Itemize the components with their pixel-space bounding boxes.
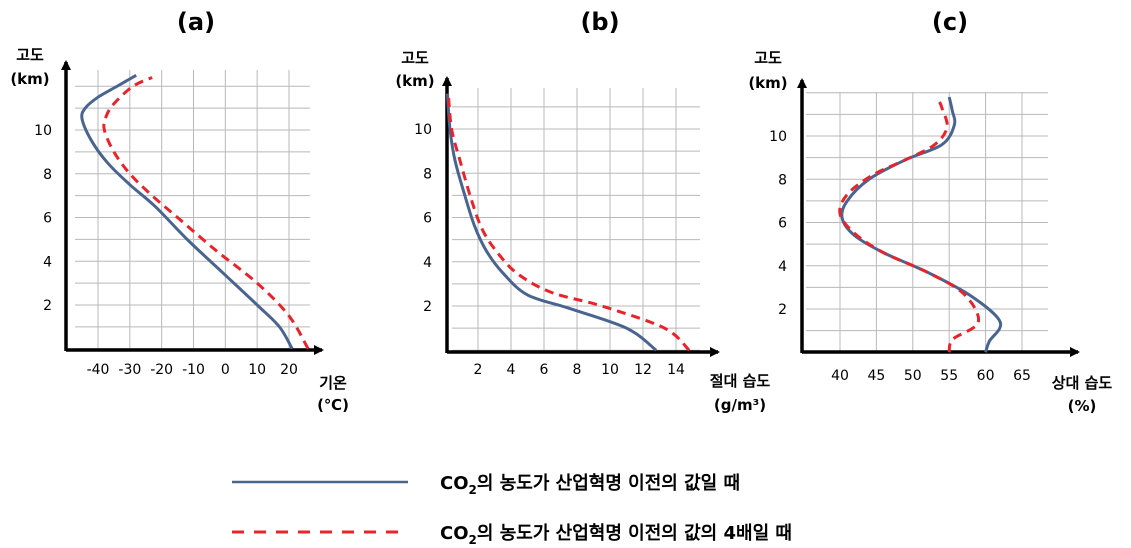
y-tick-label: 2: [423, 299, 432, 315]
panel-b-xlabel-line2: (g/m³): [714, 396, 766, 414]
panel-b-xlabel-line1: 절대 습도: [710, 372, 771, 390]
y-tick-label: 10: [414, 122, 432, 138]
x-tick-label: 65: [1013, 368, 1031, 384]
x-tick-label: 14: [667, 362, 685, 378]
legend: CO2의 농도가 산업혁명 이전의 값일 때 CO2의 농도가 산업혁명 이전의…: [232, 472, 792, 547]
panel-a-ylabel-line1: 고도: [16, 46, 44, 64]
panel-c-label: (c): [932, 8, 968, 36]
y-tick-label: 8: [778, 172, 787, 188]
panel-c-ylabel-line1: 고도: [754, 49, 782, 67]
legend-entry-baseline: CO2의 농도가 산업혁명 이전의 값일 때: [440, 472, 740, 497]
series-line-quadrupled: [446, 93, 691, 352]
panel-a-xlabel-line2: (℃): [317, 396, 349, 414]
series-line-quadrupled: [838, 98, 981, 353]
x-tick-label: 2: [474, 362, 483, 378]
y-tick-label: 2: [778, 302, 787, 318]
panel-a-ylabel-line2: (km): [10, 70, 49, 88]
panel-a-label: (a): [177, 8, 215, 36]
y-tick-label: 4: [43, 254, 52, 270]
y-tick-label: 6: [43, 211, 52, 227]
y-tick-label: 6: [423, 211, 432, 227]
x-tick-label: -10: [182, 362, 205, 378]
x-tick-label: 60: [977, 368, 995, 384]
x-tick-label: 6: [540, 362, 549, 378]
x-tick-label: 10: [601, 362, 619, 378]
panel-b-ylabel-line2: (km): [395, 72, 434, 90]
y-tick-label: 4: [423, 255, 432, 271]
y-tick-label: 10: [34, 123, 52, 139]
x-tick-label: 0: [221, 362, 230, 378]
x-tick-label: 12: [634, 362, 652, 378]
x-tick-label: 8: [573, 362, 582, 378]
x-tick-label: 55: [940, 368, 958, 384]
x-tick-label: 50: [904, 368, 922, 384]
y-tick-label: 4: [778, 259, 787, 275]
series-line-baseline: [445, 93, 658, 352]
y-tick-label: 10: [769, 129, 787, 145]
panel-a: (a) 고도 (km) 기온 (℃) -40 -30 -20 -10 0 10 20 2 4 6 8…: [10, 8, 349, 414]
series-line-baseline: [80, 74, 294, 350]
x-tick-label: -30: [118, 362, 141, 378]
x-tick-label: 20: [280, 362, 298, 378]
panel-c: (c) 고도 (km) 상대 습도 (%) 40 45 50 55 60 65 2 4 6 8 10: [748, 8, 1112, 415]
panel-b: (b) 고도 (km) 절대 습도 (g/m³) 2 4 6 8 10 12 14 2 4 6 8 1…: [395, 8, 770, 414]
grid: [75, 70, 310, 350]
x-tick-label: 40: [831, 368, 849, 384]
y-tick-label: 8: [423, 166, 432, 182]
legend-baseline-sub: 2: [469, 483, 477, 497]
panel-c-ylabel-line2: (km): [748, 74, 787, 92]
legend-baseline-prefix: CO: [440, 473, 469, 494]
series-line-quadrupled: [102, 76, 310, 350]
panel-a-xlabel-line1: 기온: [319, 374, 347, 392]
legend-entry-quadrupled: CO2의 농도가 산업혁명 이전의 값의 4배일 때: [440, 522, 792, 547]
legend-quadrupled-prefix: CO: [440, 523, 469, 544]
panel-c-xlabel-line2: (%): [1068, 397, 1097, 415]
panel-b-ylabel-line1: 고도: [401, 49, 429, 67]
legend-quadrupled-suffix: 의 농도가 산업혁명 이전의 값의 4배일 때: [477, 522, 792, 544]
x-tick-label: -20: [150, 362, 173, 378]
panel-b-label: (b): [580, 8, 619, 36]
y-tick-label: 2: [43, 298, 52, 314]
grid: [452, 88, 700, 352]
legend-baseline-suffix: 의 농도가 산업혁명 이전의 값일 때: [477, 472, 740, 494]
x-tick-label: 45: [867, 368, 885, 384]
legend-quadrupled-sub: 2: [469, 533, 477, 547]
x-tick-label: 4: [507, 362, 516, 378]
series-line-baseline: [840, 96, 1003, 353]
panel-c-xlabel-line1: 상대 습도: [1052, 374, 1113, 392]
x-tick-label: -40: [87, 362, 110, 378]
y-tick-label: 8: [43, 167, 52, 183]
y-tick-label: 6: [778, 216, 787, 232]
x-tick-label: 10: [248, 362, 266, 378]
